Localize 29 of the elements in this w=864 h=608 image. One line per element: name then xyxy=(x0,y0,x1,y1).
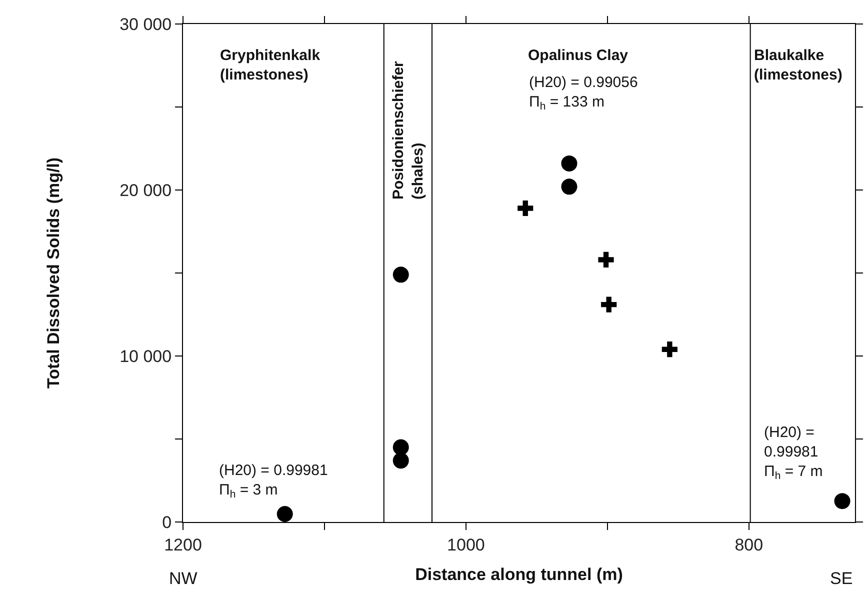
x-axis-title: Distance along tunnel (m) xyxy=(415,564,623,584)
point xyxy=(518,200,534,216)
point xyxy=(662,342,678,358)
text: NW xyxy=(169,569,198,588)
y-tick-label: 30 000 xyxy=(120,14,172,34)
point xyxy=(276,506,293,522)
annotation: Blaukalke (limestones) xyxy=(754,47,842,84)
annotation: (H20) = 0.99981 Π$_{h}$ = 7 m xyxy=(764,424,823,482)
y-axis-title: Total Dissolved Solids (mg/l) xyxy=(44,157,64,389)
x-tick-label: 1000 xyxy=(447,535,485,554)
x-tick-label: 800 xyxy=(734,535,764,554)
y-tick-label: 10 000 xyxy=(120,346,172,366)
point xyxy=(598,252,614,268)
point xyxy=(561,178,578,195)
y-tick-label: 20 000 xyxy=(120,180,172,200)
annotation: (H20) = 0.99981 Π$_{h}$ = 3 m xyxy=(219,462,328,501)
annotation: Gryphitenkalk (limestones) xyxy=(220,47,321,84)
point xyxy=(601,296,617,312)
annotation: (H20) = 0.99056 Π$_{h}$ = 133 m xyxy=(529,74,638,113)
point xyxy=(392,439,409,456)
point xyxy=(392,266,409,283)
x-tick-label: 1200 xyxy=(164,535,202,554)
point xyxy=(392,452,409,469)
point xyxy=(561,155,578,172)
annotation: Opalinus Clay xyxy=(528,47,629,64)
point xyxy=(834,493,850,510)
annotation: Posidonienschiefer (shales) xyxy=(390,60,426,200)
text: SE xyxy=(830,569,853,588)
y-tick-label: 0 xyxy=(162,512,172,532)
